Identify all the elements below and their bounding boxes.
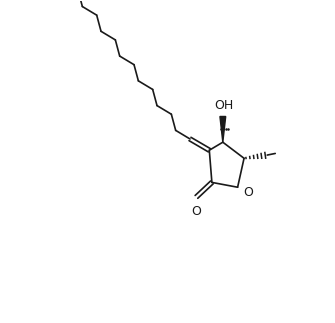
Text: O: O — [192, 205, 201, 218]
Text: O: O — [244, 185, 253, 199]
Text: OH: OH — [214, 99, 233, 112]
Polygon shape — [220, 117, 226, 142]
